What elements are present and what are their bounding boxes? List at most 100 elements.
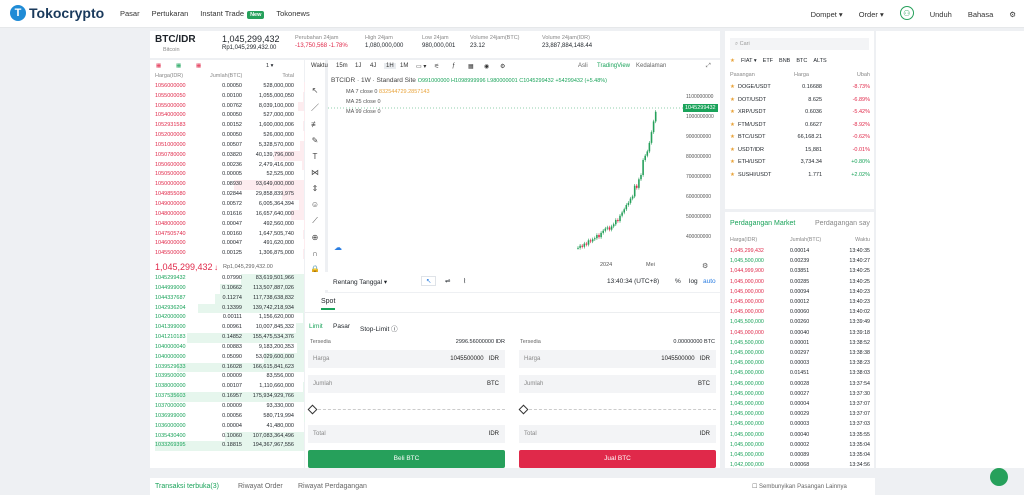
market-row[interactable]: ★ ETH/USDT 3,734.34 +0.80% bbox=[730, 159, 870, 170]
line-mode-icon[interactable]: ⇌ bbox=[445, 278, 451, 285]
buy-price-field[interactable]: Harga 1045500000 IDR bbox=[308, 350, 505, 368]
fullscreen-icon[interactable]: ⤢ bbox=[706, 63, 711, 69]
cursor-icon[interactable]: ↖ bbox=[311, 86, 319, 95]
orderbook-row[interactable]: 1044337687 0.11274 117,738,638,832 bbox=[150, 293, 304, 304]
ruler-icon[interactable]: ⟋ bbox=[312, 216, 318, 225]
candle-type-icon[interactable]: ▭ ▾ bbox=[416, 64, 427, 70]
orderbook-row[interactable]: 1040000000 0.05090 53,029,600,000 bbox=[150, 352, 304, 363]
sell-total-field[interactable]: Total IDR bbox=[519, 425, 716, 443]
emoji-icon[interactable]: ☺ bbox=[310, 200, 320, 209]
orderbook-row[interactable]: 1050600000 0.00236 2,479,416,000 bbox=[150, 160, 304, 171]
orderbook-row[interactable]: 1047505740 0.00160 1,647,505,740 bbox=[150, 229, 304, 240]
tradingview-tab[interactable]: TradingView bbox=[597, 63, 631, 69]
chart-settings-icon[interactable]: ⚙ bbox=[702, 263, 709, 270]
tab-pasar[interactable]: Pasar bbox=[333, 323, 350, 330]
text-icon[interactable]: T bbox=[312, 152, 318, 161]
star-icon[interactable]: ★ bbox=[730, 171, 735, 178]
auto-toggle[interactable]: auto bbox=[703, 278, 716, 285]
pattern-icon[interactable]: ⋈ bbox=[311, 168, 319, 177]
pair-name[interactable]: BTC/IDR bbox=[155, 34, 196, 45]
orderbook-row[interactable]: 1045299432 0.07990 83,619,501,966 bbox=[150, 274, 304, 284]
orderbook-row[interactable]: 1049855080 0.02844 29,858,839,975 bbox=[150, 190, 304, 200]
orderbook-row[interactable]: 1041210183 0.14852 155,475,534,376 bbox=[150, 333, 304, 343]
market-row[interactable]: ★ DOT/USDT 8.625 -6.89% bbox=[730, 97, 870, 108]
orderbook-row[interactable]: 1050000000 0.08930 93,649,000,000 bbox=[150, 180, 304, 191]
star-icon[interactable]: ★ bbox=[730, 121, 735, 128]
orderbook-row[interactable]: 1052000000 0.00050 526,000,000 bbox=[150, 131, 304, 141]
orderbook-row[interactable]: 1046000000 0.00047 491,620,000 bbox=[150, 239, 304, 250]
orderbook-row[interactable]: 1050780000 0.03820 40,139,796,000 bbox=[150, 150, 304, 161]
orderbook-row[interactable]: 1036999000 0.00056 580,719,994 bbox=[150, 411, 304, 422]
camera-icon[interactable]: ◉ bbox=[484, 64, 490, 70]
orderbook-row[interactable]: 1042000000 0.00111 1,156,620,000 bbox=[150, 313, 304, 324]
layout-icon[interactable]: ▦ bbox=[468, 64, 474, 70]
orderbook-row[interactable]: 1055000050 0.00100 1,055,000,050 bbox=[150, 91, 304, 102]
market-row[interactable]: ★ USDT/IDR 15,881 -0.01% bbox=[730, 147, 870, 158]
orderbook-row[interactable]: 1039500000 0.00009 83,556,000 bbox=[150, 372, 304, 383]
asli-tab[interactable]: Asli bbox=[578, 63, 588, 69]
tab-open-orders[interactable]: Transaksi terbuka(3) bbox=[155, 483, 219, 490]
tab-trade-history[interactable]: Riwayat Perdagangan bbox=[298, 483, 367, 490]
orderbook-row[interactable]: 1036000000 0.00004 41,480,000 bbox=[150, 421, 304, 432]
view-both-icon[interactable]: ▦ bbox=[156, 63, 162, 69]
view-asks-icon[interactable]: ▦ bbox=[196, 63, 202, 69]
orderbook-row[interactable]: 1041399000 0.00961 10,007,845,332 bbox=[150, 323, 304, 334]
nav-instant-trade[interactable]: Instant Trade New bbox=[200, 9, 265, 19]
orderbook-row[interactable]: 1054000000 0.00050 527,000,000 bbox=[150, 111, 304, 122]
tab-alts[interactable]: ALTS bbox=[813, 58, 827, 64]
interval-4j[interactable]: 4J bbox=[370, 63, 377, 69]
market-search-input[interactable]: ⌕ Cari bbox=[730, 38, 869, 50]
nav-pasar[interactable]: Pasar bbox=[120, 9, 140, 18]
orderbook-row[interactable]: 1035430400 0.10060 107,083,364,496 bbox=[150, 431, 304, 442]
orderbook-row[interactable]: 1038000000 0.00107 1,110,660,000 bbox=[150, 382, 304, 393]
tab-etf[interactable]: ETF bbox=[762, 58, 774, 64]
chart-time-label[interactable]: Waktu bbox=[311, 63, 328, 69]
chat-support-icon[interactable] bbox=[990, 468, 1008, 486]
tab-bnb[interactable]: BNB bbox=[779, 58, 791, 64]
nav-tokonews[interactable]: Tokonews bbox=[276, 9, 310, 18]
star-icon[interactable]: ★ bbox=[730, 96, 735, 103]
measure-icon[interactable]: ⇕ bbox=[311, 184, 319, 193]
market-row[interactable]: ★ DOGE/USDT 0.16688 -8.73% bbox=[730, 84, 870, 95]
orderbook-row[interactable]: 1040000040 0.00883 9,183,200,353 bbox=[150, 342, 304, 353]
orderbook-row[interactable]: 1039529633 0.16028 166,615,841,623 bbox=[150, 362, 304, 373]
sell-price-field[interactable]: Harga 1045500000 IDR bbox=[519, 350, 716, 368]
interval-1m[interactable]: 1M bbox=[400, 63, 409, 69]
lock-icon[interactable]: 🔒 bbox=[310, 265, 320, 274]
orderbook-row[interactable]: 1049000000 0.00572 6,005,364,394 bbox=[150, 199, 304, 210]
unduh-link[interactable]: Unduh bbox=[929, 10, 952, 19]
brush-icon[interactable]: ✎ bbox=[311, 136, 319, 145]
orderbook-row[interactable]: 1042936204 0.13399 139,742,218,934 bbox=[150, 303, 304, 314]
indicator-settings-icon[interactable]: ⚟ bbox=[434, 64, 440, 70]
orderbook-row[interactable]: 1050500000 0.00005 52,525,000 bbox=[150, 170, 304, 181]
settings-chart-icon[interactable]: ⚙ bbox=[500, 64, 506, 70]
trendline-icon[interactable]: ／ bbox=[311, 103, 319, 112]
buy-slider[interactable] bbox=[307, 404, 505, 415]
buy-button[interactable]: Beli BTC bbox=[308, 450, 505, 468]
orderbook-row[interactable]: 1044999000 0.10662 113,507,887,026 bbox=[150, 283, 304, 294]
orderbook-row[interactable]: 1055000000 0.00762 8,039,100,000 bbox=[150, 101, 304, 112]
orderbook-row[interactable]: 1056000000 0.00050 528,000,000 bbox=[150, 81, 304, 92]
kedalaman-tab[interactable]: Kedalaman bbox=[636, 63, 667, 69]
market-row[interactable]: ★ BTC/USDT 66,168.21 -0.62% bbox=[730, 134, 870, 145]
star-icon[interactable]: ★ bbox=[730, 134, 735, 140]
interval-1j[interactable]: 1J bbox=[355, 63, 362, 69]
orderbook-row[interactable]: 1037535603 0.16957 175,934,929,766 bbox=[150, 392, 304, 402]
orderbook-row[interactable]: 1033269395 0.18815 194,367,967,556 bbox=[150, 441, 304, 452]
star-icon[interactable]: ★ bbox=[730, 109, 735, 115]
tab-spot[interactable]: Spot bbox=[321, 298, 336, 310]
percent-toggle[interactable]: % bbox=[675, 278, 681, 285]
bahasa-link[interactable]: Bahasa bbox=[967, 10, 994, 19]
orderbook-row[interactable]: 1037000000 0.00009 93,330,000 bbox=[150, 402, 304, 412]
fib-icon[interactable]: ≢ bbox=[311, 120, 319, 129]
tab-market-trades[interactable]: Perdagangan Market bbox=[730, 220, 796, 227]
star-icon[interactable]: ★ bbox=[730, 159, 735, 165]
hide-pairs-checkbox[interactable]: ☐ Sembunyikan Pasangan Lainnya bbox=[752, 484, 847, 490]
cursor-mode-icon[interactable]: ↖ bbox=[421, 276, 437, 286]
tab-btc[interactable]: BTC bbox=[796, 58, 808, 64]
tab-limit[interactable]: Limit bbox=[309, 323, 323, 330]
orderbook-row[interactable]: 1051000000 0.00507 5,328,570,000 bbox=[150, 140, 304, 151]
buy-amount-field[interactable]: Jumlah BTC bbox=[308, 375, 505, 393]
nav-pertukaran[interactable]: Pertukaran bbox=[151, 9, 189, 18]
star-icon[interactable]: ★ bbox=[730, 84, 735, 90]
